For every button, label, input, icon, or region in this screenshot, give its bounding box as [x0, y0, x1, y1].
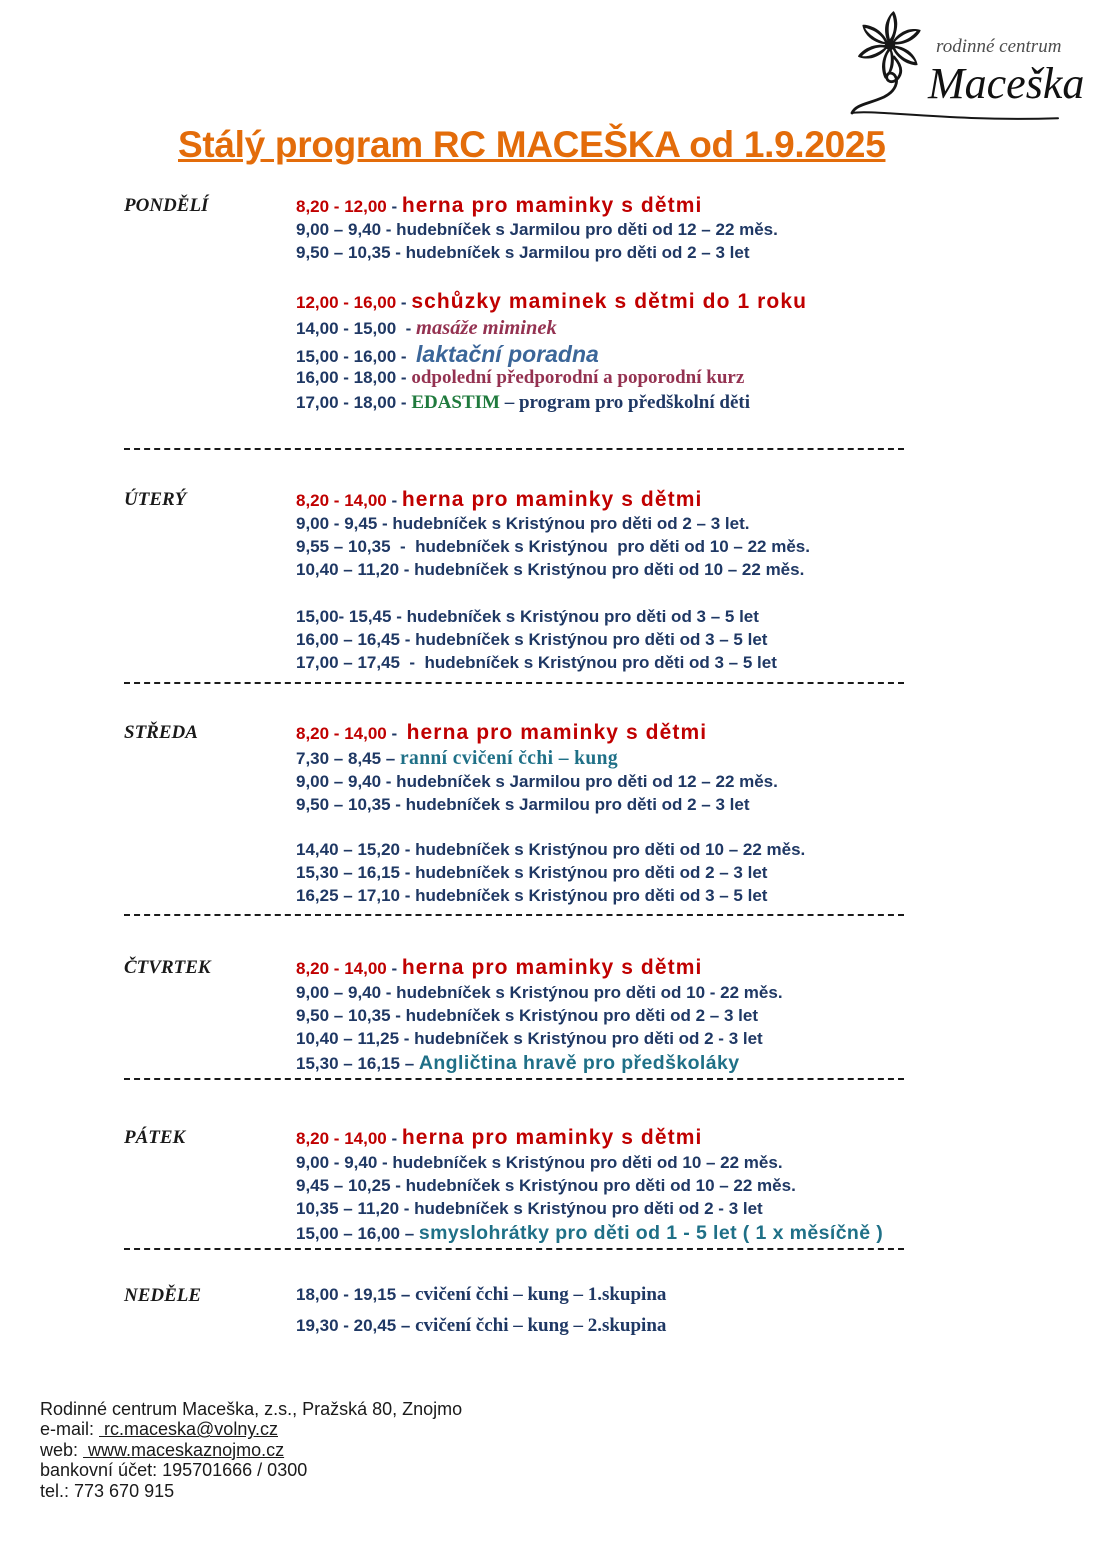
svg-text:rodinné centrum: rodinné centrum: [936, 36, 1061, 57]
svg-text:Maceška: Maceška: [927, 59, 1084, 108]
